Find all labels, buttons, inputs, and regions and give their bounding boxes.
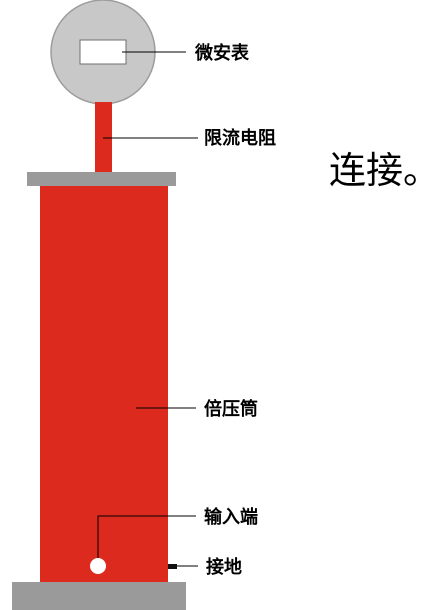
ground-terminal-stub bbox=[168, 564, 177, 569]
label-ground: 接地 bbox=[206, 556, 242, 578]
label-limiting-resistor: 限流电阻 bbox=[204, 127, 276, 149]
side-text-connection: 连接。 bbox=[329, 149, 440, 192]
leader-line-input-terminal bbox=[97, 515, 196, 558]
multiplier-tube-body bbox=[40, 186, 168, 582]
label-microammeter: 微安表 bbox=[194, 42, 250, 64]
microammeter-display-window bbox=[79, 39, 127, 65]
label-multiplier-tube: 倍压筒 bbox=[204, 398, 258, 420]
input-terminal-dot bbox=[90, 558, 106, 574]
base-plate bbox=[12, 582, 186, 610]
limiting-resistor-rod bbox=[95, 102, 112, 172]
top-plate bbox=[27, 172, 176, 186]
label-input-terminal: 输入端 bbox=[204, 506, 258, 528]
